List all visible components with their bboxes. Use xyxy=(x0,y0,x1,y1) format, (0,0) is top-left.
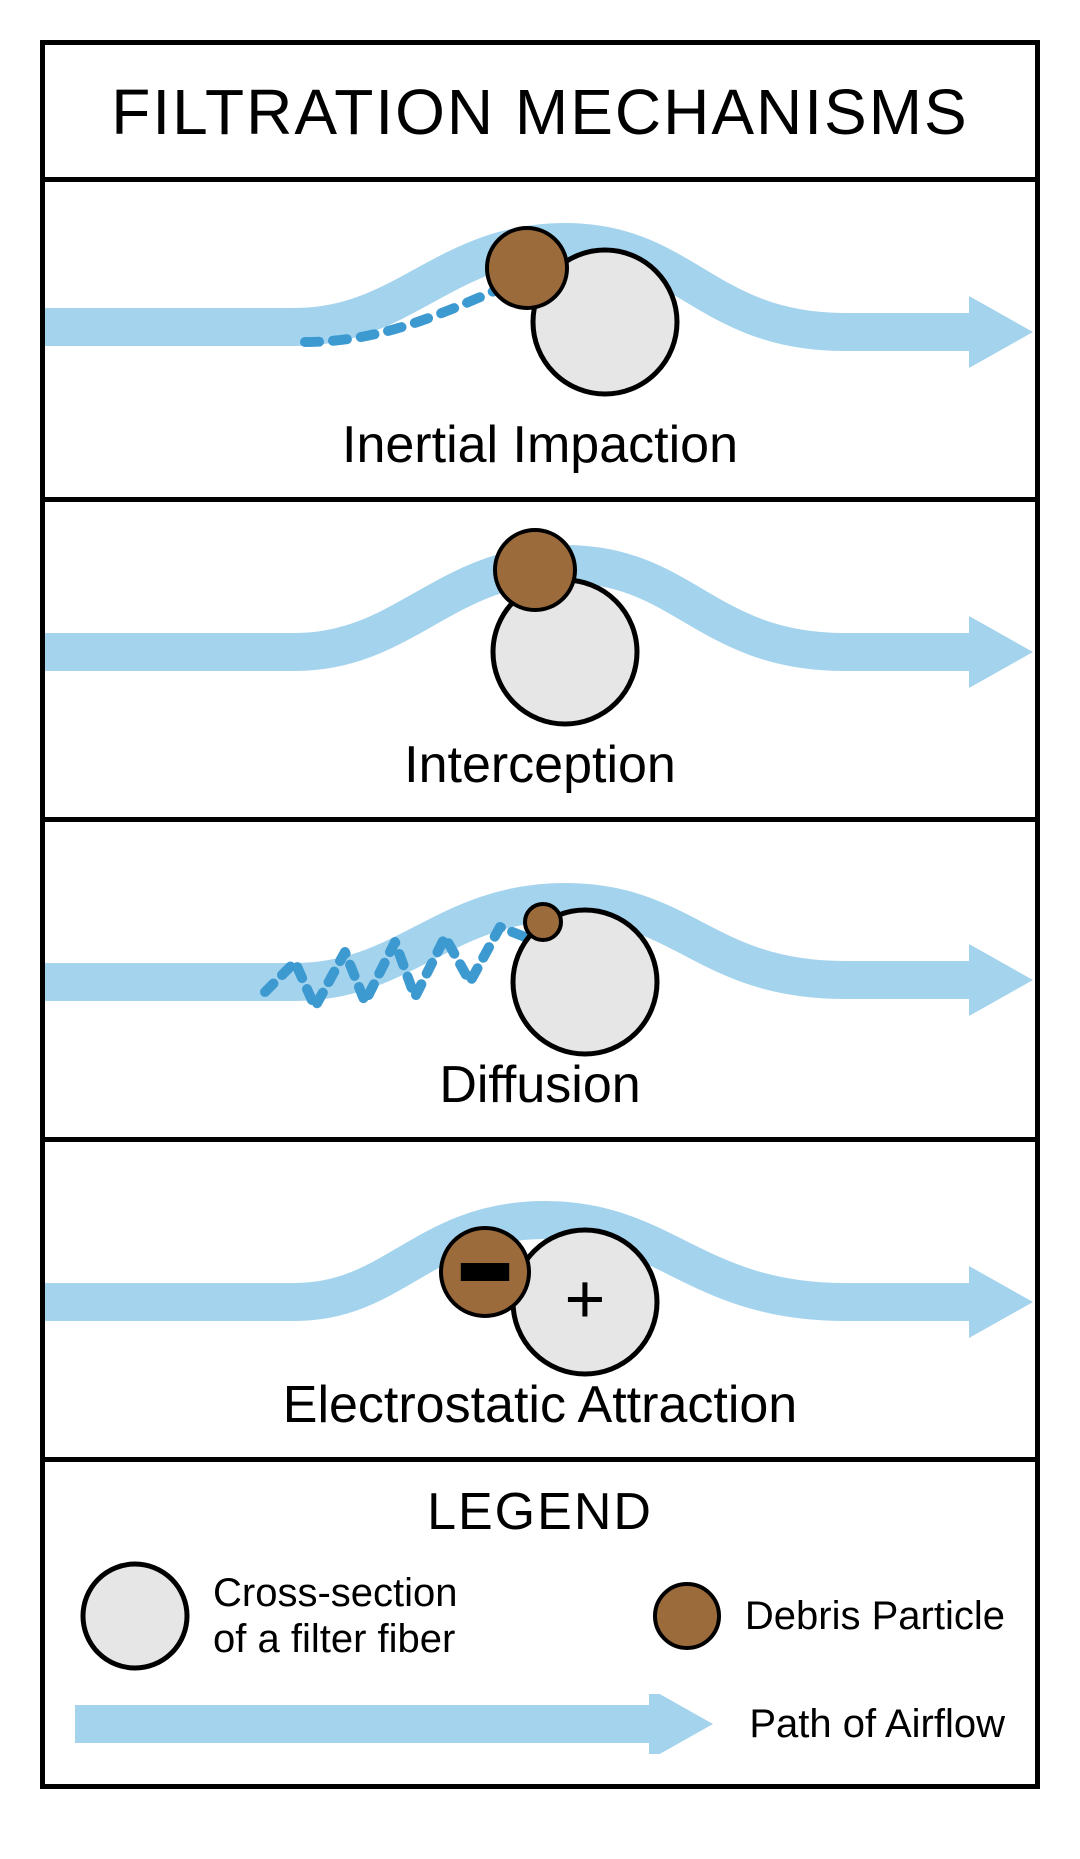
legend-particle-label: Debris Particle xyxy=(745,1593,1005,1639)
page-title: FILTRATION MECHANISMS xyxy=(55,75,1025,149)
legend-title: LEGEND xyxy=(75,1482,1005,1542)
diagram-container: FILTRATION MECHANISMS Inertial Impaction… xyxy=(40,40,1040,1789)
svg-text:+: + xyxy=(565,1259,606,1337)
legend-row-1: Cross-section of a filter fiber Debris P… xyxy=(75,1556,1005,1676)
legend-row-2: Path of Airflow xyxy=(75,1694,1005,1754)
airflow-icon xyxy=(75,1694,725,1754)
title-row: FILTRATION MECHANISMS xyxy=(45,45,1035,182)
panel-label-electrostatic: Electrostatic Attraction xyxy=(45,1375,1035,1435)
panel-label-interception: Interception xyxy=(45,735,1035,795)
fiber-icon xyxy=(75,1556,195,1676)
particle-icon xyxy=(647,1576,727,1656)
legend-item-fiber: Cross-section of a filter fiber xyxy=(75,1556,458,1676)
legend-airflow-label: Path of Airflow xyxy=(749,1702,1005,1747)
panel-diffusion: Diffusion xyxy=(45,822,1035,1142)
legend-section: LEGEND Cross-section of a filter fiber D… xyxy=(45,1462,1035,1784)
panel-label-inertial: Inertial Impaction xyxy=(45,415,1035,475)
legend-item-particle: Debris Particle xyxy=(647,1576,1005,1656)
panel-inertial: Inertial Impaction xyxy=(45,182,1035,502)
panel-label-diffusion: Diffusion xyxy=(45,1055,1035,1115)
legend-fiber-label-2: of a filter fiber xyxy=(213,1616,458,1662)
panel-interception: Interception xyxy=(45,502,1035,822)
panel-electrostatic: + Electrostatic Attraction xyxy=(45,1142,1035,1462)
legend-fiber-label-1: Cross-section xyxy=(213,1570,458,1616)
